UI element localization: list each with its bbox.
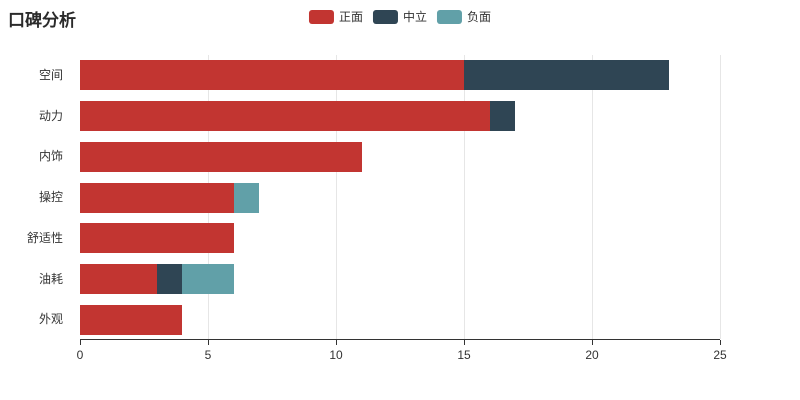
- x-axis-label: 5: [204, 348, 212, 362]
- bar-row: [80, 223, 720, 254]
- y-axis-label: 内饰: [38, 149, 63, 164]
- x-axis-label: 25: [713, 348, 727, 362]
- bar-segment-positive[interactable]: [80, 141, 362, 172]
- gridline: [336, 55, 337, 339]
- bar-row: [80, 101, 720, 132]
- plot-area: 0 5 10 15 20 25: [77, 55, 727, 362]
- y-axis-label: 舒适性: [26, 230, 63, 245]
- x-axis-label: 0: [76, 348, 84, 362]
- y-axis: 空间动力内饰操控舒适性油耗外观: [0, 55, 72, 340]
- y-axis-label: 动力: [38, 108, 63, 123]
- bar-segment-positive[interactable]: [80, 101, 490, 132]
- bar-segment-positive[interactable]: [80, 182, 234, 213]
- y-axis-label: 油耗: [38, 271, 63, 286]
- y-axis-label: 操控: [38, 190, 63, 205]
- legend-swatch-negative: [437, 9, 463, 24]
- axis-tick: [336, 340, 337, 345]
- chart-title: 口碑分析: [8, 11, 76, 30]
- axis-tick: [80, 340, 81, 345]
- gridline: [720, 55, 721, 339]
- legend-label: 负面: [467, 10, 492, 24]
- axis-tick: [208, 340, 209, 345]
- axis-tick: [592, 340, 593, 345]
- x-axis-label: 10: [329, 348, 343, 362]
- y-axis-label: 外观: [38, 312, 63, 327]
- bar-row: [80, 304, 720, 335]
- bar-segment-positive[interactable]: [80, 263, 157, 294]
- axis-tick: [464, 340, 465, 345]
- legend-item-positive[interactable]: 正面: [308, 8, 363, 25]
- bar-row: [80, 263, 720, 294]
- bar-segment-negative[interactable]: [182, 263, 234, 294]
- bar-segment-positive[interactable]: [80, 223, 234, 254]
- bar-segment-positive[interactable]: [80, 304, 183, 335]
- legend-label: 正面: [338, 10, 363, 24]
- bar-segment-neutral[interactable]: [489, 101, 516, 132]
- bar-segment-positive[interactable]: [80, 60, 464, 91]
- axis-tick: [720, 340, 721, 345]
- legend: 正面 中立 负面: [308, 8, 491, 25]
- legend-item-negative[interactable]: 负面: [437, 8, 491, 25]
- bar-segment-neutral[interactable]: [156, 263, 183, 294]
- legend-label: 中立: [402, 10, 428, 24]
- gridline: [592, 55, 593, 339]
- bar-segment-negative[interactable]: [233, 182, 260, 213]
- x-axis-label: 15: [457, 348, 471, 362]
- legend-swatch-neutral: [372, 9, 398, 24]
- y-axis-label: 空间: [38, 68, 63, 82]
- bar-row: [80, 141, 720, 172]
- legend-item-neutral[interactable]: 中立: [372, 8, 428, 25]
- x-axis-label: 20: [585, 348, 599, 362]
- bar-segment-neutral[interactable]: [464, 60, 669, 91]
- bar-row: [80, 60, 720, 91]
- gridline: [464, 55, 465, 339]
- bar-row: [80, 182, 720, 213]
- legend-swatch-positive: [308, 9, 334, 24]
